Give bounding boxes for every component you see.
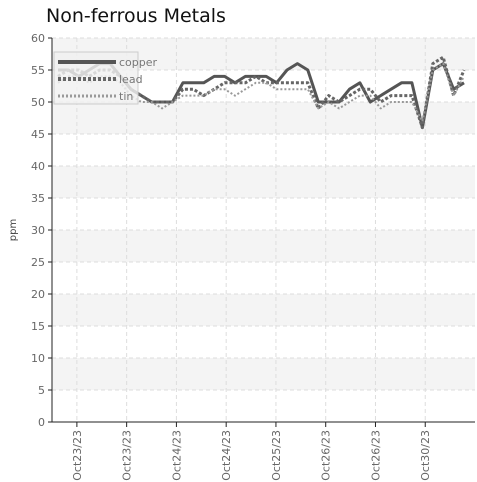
legend-label-lead: lead <box>119 73 143 86</box>
plot-band <box>52 198 475 230</box>
plot-band <box>52 326 475 358</box>
y-tick-label: 25 <box>31 256 45 269</box>
plot-band <box>52 134 475 166</box>
plot-background <box>52 38 475 422</box>
y-tick-label: 0 <box>38 416 45 429</box>
plot-band <box>52 102 475 134</box>
plot-band <box>52 262 475 294</box>
x-tick-label: Oct23/23 <box>71 430 84 481</box>
x-tick-label: Oct25/23 <box>270 430 283 481</box>
plot-band <box>52 358 475 390</box>
x-ticks: Oct23/23 Oct23/23 Oct24/23 Oct24/23 Oct25/23… <box>71 422 432 481</box>
x-tick-label: Oct24/23 <box>220 430 233 481</box>
legend-label-copper: copper <box>119 56 158 69</box>
y-tick-label: 60 <box>31 32 45 45</box>
y-tick-label: 50 <box>31 96 45 109</box>
plot-band <box>52 166 475 198</box>
y-tick-label: 10 <box>31 352 45 365</box>
y-tick-label: 55 <box>31 64 45 77</box>
legend-label-tin: tin <box>119 90 133 103</box>
x-tick-label: Oct24/23 <box>170 430 183 481</box>
plot-band <box>52 230 475 262</box>
x-tick-label: Oct23/23 <box>121 430 134 481</box>
y-tick-label: 45 <box>31 128 45 141</box>
y-tick-label: 5 <box>38 384 45 397</box>
x-tick-label: Oct26/23 <box>369 430 382 481</box>
x-tick-label: Oct30/23 <box>419 430 432 481</box>
y-tick-label: 30 <box>31 224 45 237</box>
x-tick-label: Oct26/23 <box>320 430 333 481</box>
y-tick-label: 40 <box>31 160 45 173</box>
chart-title: Non-ferrous Metals <box>46 5 226 27</box>
y-tick-label: 20 <box>31 288 45 301</box>
y-tick-label: 35 <box>31 192 45 205</box>
plot-band <box>52 390 475 422</box>
y-tick-label: 15 <box>31 320 45 333</box>
plot-band <box>52 294 475 326</box>
legend: copper lead tin <box>53 51 158 105</box>
y-ticks: 0 5 10 15 20 25 30 35 40 45 50 55 60 <box>31 32 52 429</box>
y-axis-title: ppm <box>8 219 19 241</box>
